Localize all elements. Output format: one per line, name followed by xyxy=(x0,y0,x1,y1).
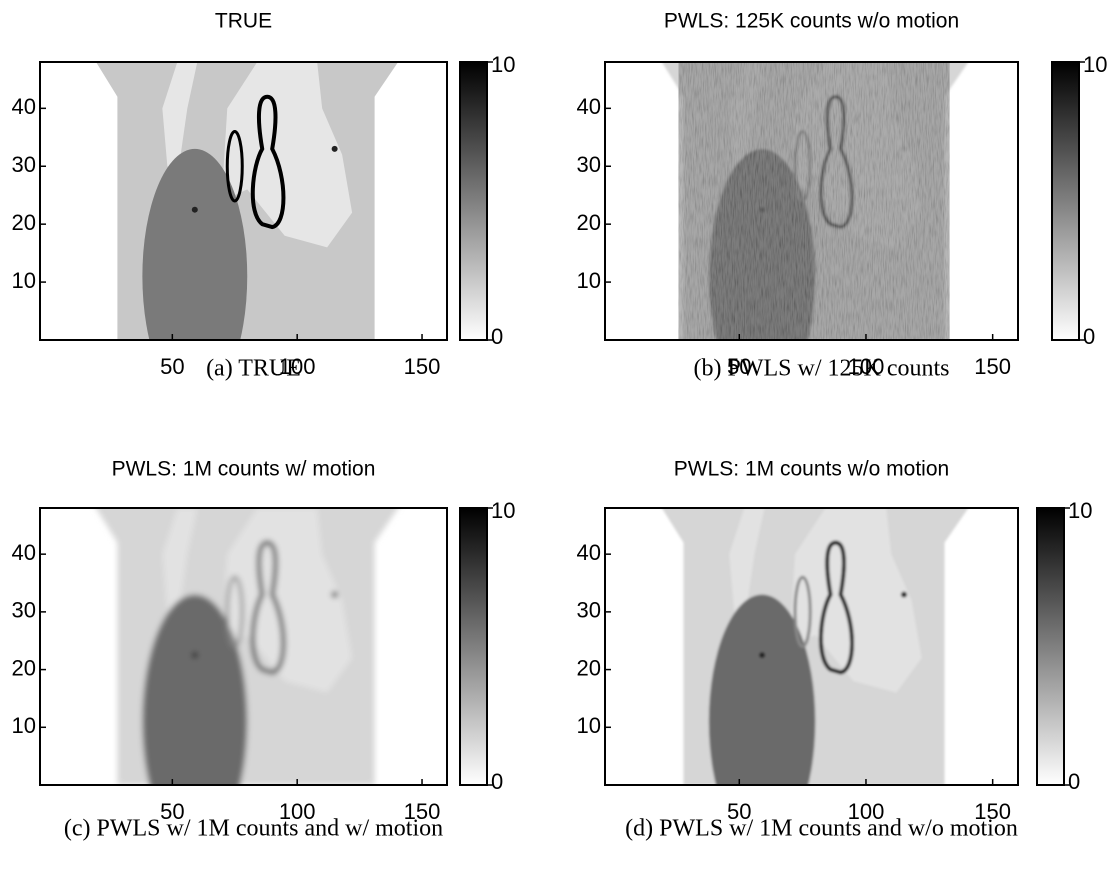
panel-caption: (c) PWLS w/ 1M counts and w/ motion xyxy=(64,816,443,842)
x-tick-label: 150 xyxy=(404,799,441,824)
x-tick-label: 100 xyxy=(848,799,885,824)
y-tick-label: 30 xyxy=(12,152,36,177)
colorbar xyxy=(459,61,488,341)
x-tick-label: 100 xyxy=(279,799,316,824)
colorbar-tick-label: 10 xyxy=(491,498,515,523)
colorbar-tick-label: 10 xyxy=(1068,498,1092,523)
y-tick-label: 30 xyxy=(577,152,601,177)
axes-frame xyxy=(39,61,448,341)
y-tick-label: 10 xyxy=(577,268,601,293)
colorbar-tick-label: 0 xyxy=(491,324,503,349)
small-ring xyxy=(225,575,244,648)
panel-caption: (d) PWLS w/ 1M counts and w/o motion xyxy=(625,816,1018,842)
phantom xyxy=(96,508,399,785)
y-tick-label: 40 xyxy=(577,94,601,119)
y-tick-label: 40 xyxy=(12,94,36,119)
axes-frame xyxy=(604,61,1019,341)
heart xyxy=(250,540,286,675)
panel-caption: (b) PWLS w/ 125K counts xyxy=(694,356,950,382)
panel-caption: (a) TRUE xyxy=(206,356,301,382)
image-panel xyxy=(40,62,447,340)
x-tick-label: 100 xyxy=(848,354,885,379)
colorbar xyxy=(1036,507,1065,786)
x-tick-label: 50 xyxy=(727,799,751,824)
small-ring xyxy=(225,130,244,203)
y-tick-label: 30 xyxy=(12,598,36,623)
y-tick-label: 10 xyxy=(12,268,36,293)
lesion xyxy=(331,145,338,152)
colorbar-tick-label: 10 xyxy=(1083,52,1107,77)
panel-title: PWLS: 125K counts w/o motion xyxy=(664,10,959,33)
image-panel xyxy=(605,62,1018,340)
heart xyxy=(250,94,286,230)
x-tick-label: 50 xyxy=(160,799,184,824)
liver xyxy=(708,594,816,785)
colorbar-tick-label: 0 xyxy=(491,769,503,794)
phantom xyxy=(96,62,399,340)
x-tick-label: 50 xyxy=(727,354,751,379)
liver xyxy=(142,148,248,340)
panel-title: PWLS: 1M counts w/o motion xyxy=(674,458,949,481)
y-tick-label: 40 xyxy=(12,540,36,565)
colorbar xyxy=(459,507,488,786)
heart xyxy=(819,540,855,675)
x-tick-label: 50 xyxy=(160,354,184,379)
panel-title: PWLS: 1M counts w/ motion xyxy=(112,458,376,481)
axes-frame xyxy=(604,507,1019,786)
y-tick-label: 10 xyxy=(12,713,36,738)
lesion xyxy=(759,652,766,659)
colorbar-tick-label: 0 xyxy=(1068,769,1080,794)
phantom xyxy=(661,508,969,785)
lesion xyxy=(900,591,907,598)
y-tick-label: 40 xyxy=(577,540,601,565)
x-tick-label: 100 xyxy=(279,354,316,379)
y-tick-label: 20 xyxy=(12,210,36,235)
y-tick-label: 20 xyxy=(577,210,601,235)
y-tick-label: 20 xyxy=(577,655,601,680)
y-tick-label: 20 xyxy=(12,655,36,680)
x-tick-label: 150 xyxy=(974,799,1011,824)
lesion xyxy=(191,206,198,213)
axes-frame xyxy=(39,507,448,786)
image-panel xyxy=(605,508,1018,785)
colorbar-tick-label: 10 xyxy=(491,52,515,77)
y-tick-label: 30 xyxy=(577,598,601,623)
noise xyxy=(678,62,950,340)
lesion xyxy=(191,652,198,659)
small-ring xyxy=(793,575,812,648)
liver xyxy=(142,594,248,785)
panel-title: TRUE xyxy=(215,10,272,33)
colorbar xyxy=(1051,61,1080,341)
image-panel xyxy=(40,508,447,785)
colorbar-tick-label: 0 xyxy=(1083,324,1095,349)
x-tick-label: 150 xyxy=(974,354,1011,379)
x-tick-label: 150 xyxy=(404,354,441,379)
lesion xyxy=(331,591,338,598)
y-tick-label: 10 xyxy=(577,713,601,738)
